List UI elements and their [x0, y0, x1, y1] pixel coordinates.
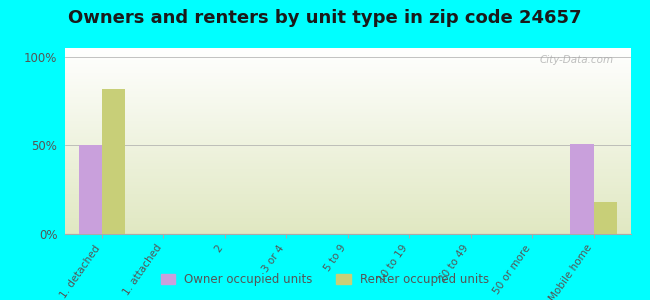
- Bar: [102, 89, 125, 234]
- Bar: [593, 202, 617, 234]
- Text: Owners and renters by unit type in zip code 24657: Owners and renters by unit type in zip c…: [68, 9, 582, 27]
- Text: City-Data.com: City-Data.com: [540, 56, 614, 65]
- Legend: Owner occupied units, Renter occupied units: Owner occupied units, Renter occupied un…: [156, 269, 494, 291]
- Bar: [570, 144, 593, 234]
- Bar: [79, 146, 102, 234]
